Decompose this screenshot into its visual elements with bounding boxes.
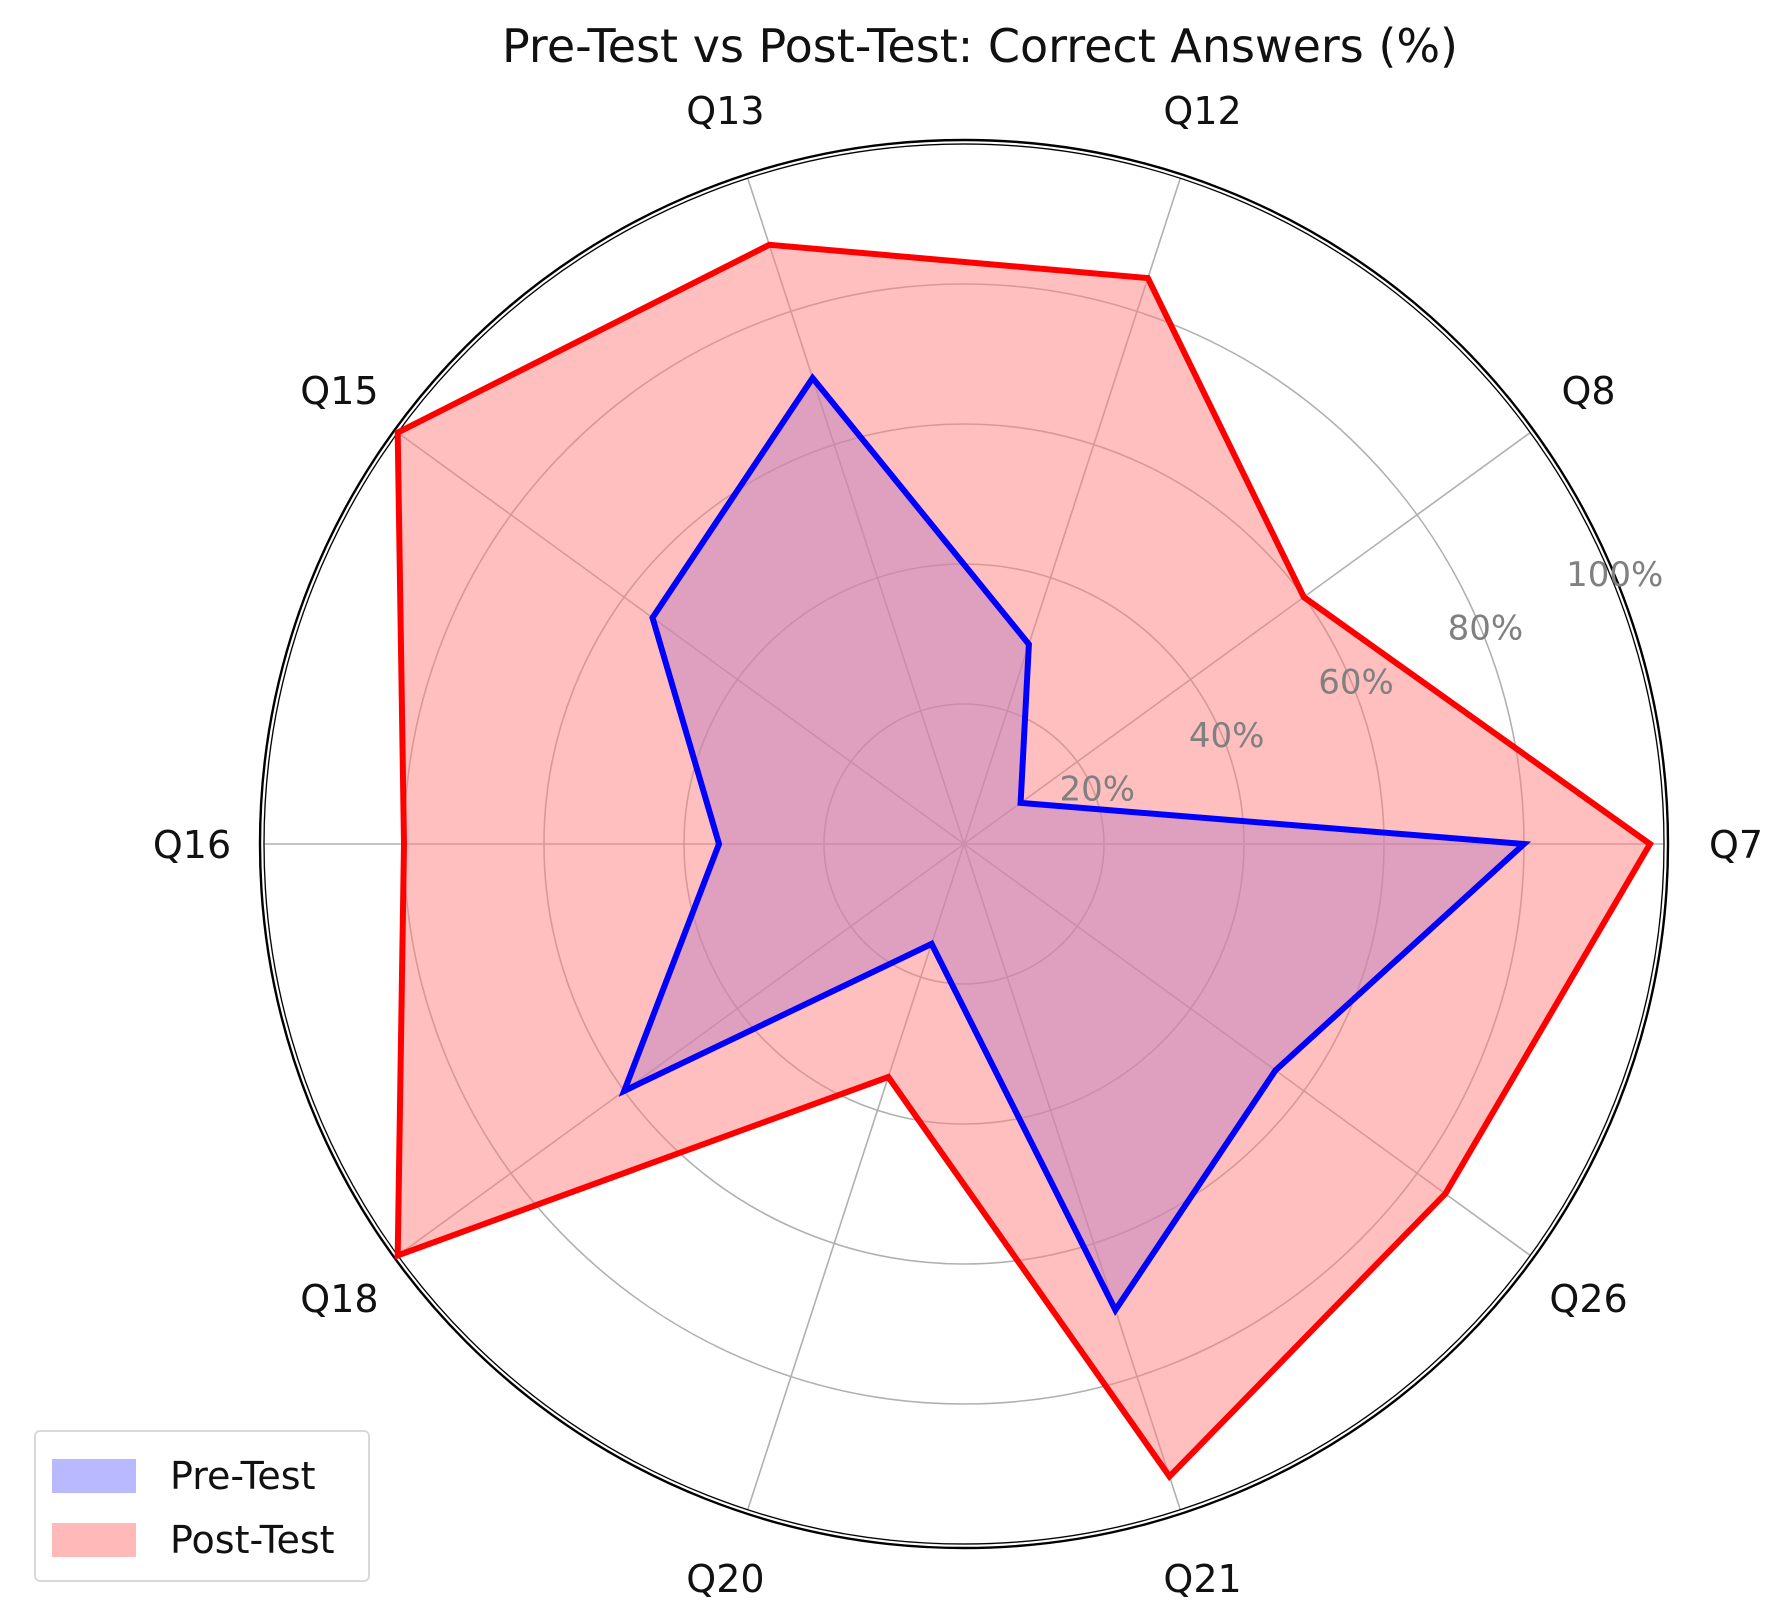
radial-tick-label-100: 100% <box>1566 555 1663 595</box>
legend: Pre-Test Post-Test <box>34 1430 370 1582</box>
category-label-q26: Q26 <box>1549 1277 1627 1321</box>
label-layer: 20% 40% 60% 80% 100% Q7 Q8 Q12 Q13 Q15 Q16 Q18 Q20 Q2… <box>153 89 1763 1601</box>
legend-swatch-pre-test <box>52 1459 136 1493</box>
category-label-q21: Q21 <box>1163 1557 1241 1601</box>
polar-frame-outer <box>258 138 1670 1550</box>
category-label-q15: Q15 <box>300 369 378 413</box>
series-line-post-test <box>394 241 1654 1482</box>
legend-swatch-post-test <box>52 1523 136 1557</box>
category-label-q16: Q16 <box>153 823 231 867</box>
radial-tick-label-40: 40% <box>1189 716 1265 756</box>
category-label-q8: Q8 <box>1562 369 1616 413</box>
radial-tick-label-80: 80% <box>1448 609 1524 649</box>
chart-title: Pre-Test vs Post-Test: Correct Answers (… <box>502 19 1458 73</box>
category-label-q18: Q18 <box>300 1277 378 1321</box>
polar-frame-inner <box>263 143 1665 1545</box>
radial-tick-label-60: 60% <box>1318 662 1394 702</box>
series-layer <box>394 241 1654 1482</box>
legend-label-post-test: Post-Test <box>170 1518 335 1562</box>
category-label-q12: Q12 <box>1163 89 1241 133</box>
category-label-q7: Q7 <box>1709 823 1763 867</box>
series-fill-post-test <box>397 244 1651 1477</box>
legend-label-pre-test: Pre-Test <box>170 1454 316 1498</box>
category-label-q13: Q13 <box>686 89 764 133</box>
series-line-pre-test <box>618 372 1532 1316</box>
legend-item-pre-test: Pre-Test <box>52 1446 315 1506</box>
legend-item-post-test: Post-Test <box>52 1510 335 1570</box>
category-label-q20: Q20 <box>686 1557 764 1601</box>
radial-tick-label-20: 20% <box>1060 769 1136 809</box>
